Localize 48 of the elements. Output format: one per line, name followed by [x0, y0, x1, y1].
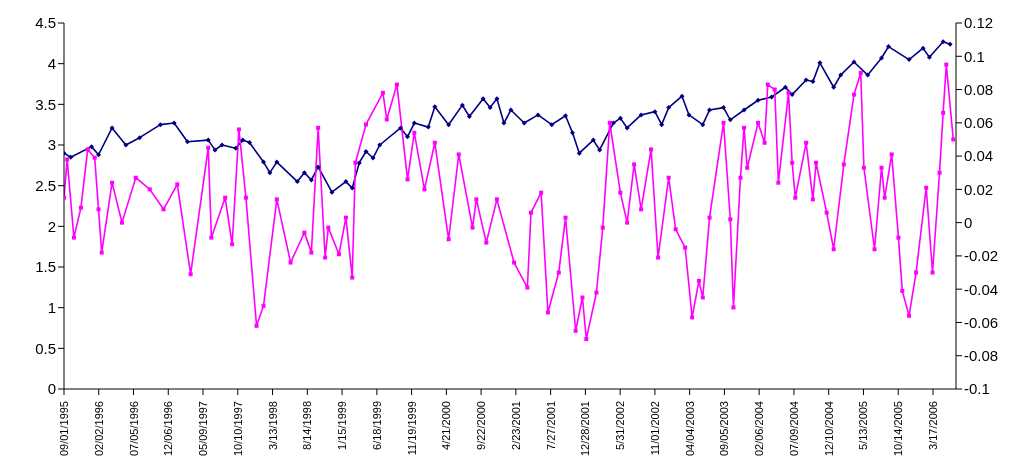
x-tick-label: 3/13/1998 [266, 401, 279, 450]
x-tick-label: 3/17/2006 [926, 401, 939, 450]
x-tick-label: 02/06/2004 [753, 401, 766, 457]
y-tick-label: 0.5 [35, 339, 56, 357]
y2-tick-label: -0.02 [964, 247, 999, 265]
y2-tick-label: 0.1 [964, 47, 985, 65]
x-tick-label: 10/10/1997 [231, 401, 244, 457]
x-tick-label: 11/01/2002 [648, 401, 661, 456]
x-tick-label: 09/01/1995 [58, 401, 70, 457]
y2-tick-label: 0.12 [964, 14, 994, 32]
y-tick-label: 1.5 [35, 258, 56, 276]
y-tick-label: 1 [47, 298, 56, 316]
y2-tick-label: 0.04 [964, 147, 994, 165]
y-tick-label: 3 [47, 136, 56, 154]
x-tick-label: 12/28/2001 [579, 401, 592, 457]
x-tick-label: 8/14/1998 [301, 401, 314, 450]
x-tick-label: 12/10/2004 [822, 401, 835, 457]
x-tick-label: 5/31/2002 [614, 401, 627, 450]
y2-tick-label: -0.1 [964, 380, 990, 398]
x-tick-label: 07/09/2004 [787, 401, 800, 457]
y-tick-label: 0 [47, 380, 56, 398]
x-tick-label: 2/23/2001 [509, 401, 522, 450]
x-tick-label: 11/19/1999 [405, 401, 418, 456]
y2-tick-label: -0.08 [964, 347, 999, 365]
x-tick-label: 1/15/1999 [336, 401, 349, 450]
x-tick-label: 5/13/2005 [857, 401, 870, 450]
x-tick-label: 10/14/2005 [892, 401, 905, 457]
x-tick-label: 9/22/2000 [475, 401, 488, 450]
x-tick-label: 09/05/2003 [718, 401, 731, 457]
x-tick-label: 7/27/2001 [544, 401, 557, 450]
x-tick-label: 07/05/1996 [127, 401, 140, 457]
y-tick-label: 2.5 [35, 176, 56, 194]
y2-tick-label: 0.06 [964, 114, 994, 132]
x-tick-label: 12/06/1996 [162, 401, 175, 457]
x-tick-label: 02/02/1996 [92, 401, 105, 457]
y-tick-label: 2 [47, 217, 56, 235]
x-tick-label: 04/04/2003 [683, 401, 696, 457]
x-tick-label: 6/18/1999 [370, 401, 383, 450]
y-tick-label: 4 [47, 54, 56, 72]
y2-tick-label: -0.06 [964, 313, 999, 331]
y-tick-label: 4.5 [35, 14, 56, 32]
y2-tick-label: -0.04 [964, 280, 999, 298]
x-tick-label: 4/21/2000 [440, 401, 453, 450]
x-tick-label: 05/09/1997 [197, 401, 210, 457]
y2-tick-label: 0.08 [964, 80, 994, 98]
y-tick-label: 3.5 [35, 95, 56, 113]
y2-tick-label: 0.02 [964, 180, 994, 198]
y2-tick-label: 0 [964, 213, 973, 231]
